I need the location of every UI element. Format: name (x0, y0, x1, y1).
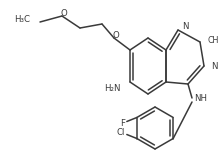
Text: CH: CH (207, 36, 218, 44)
Text: NH: NH (194, 93, 207, 103)
Text: N: N (211, 61, 218, 71)
Text: H₂N: H₂N (104, 84, 120, 92)
Text: O: O (113, 31, 119, 40)
Text: H₃C: H₃C (14, 15, 30, 24)
Text: N: N (182, 21, 189, 31)
Text: Cl: Cl (117, 128, 125, 137)
Text: O: O (61, 8, 67, 17)
Text: F: F (120, 119, 125, 128)
